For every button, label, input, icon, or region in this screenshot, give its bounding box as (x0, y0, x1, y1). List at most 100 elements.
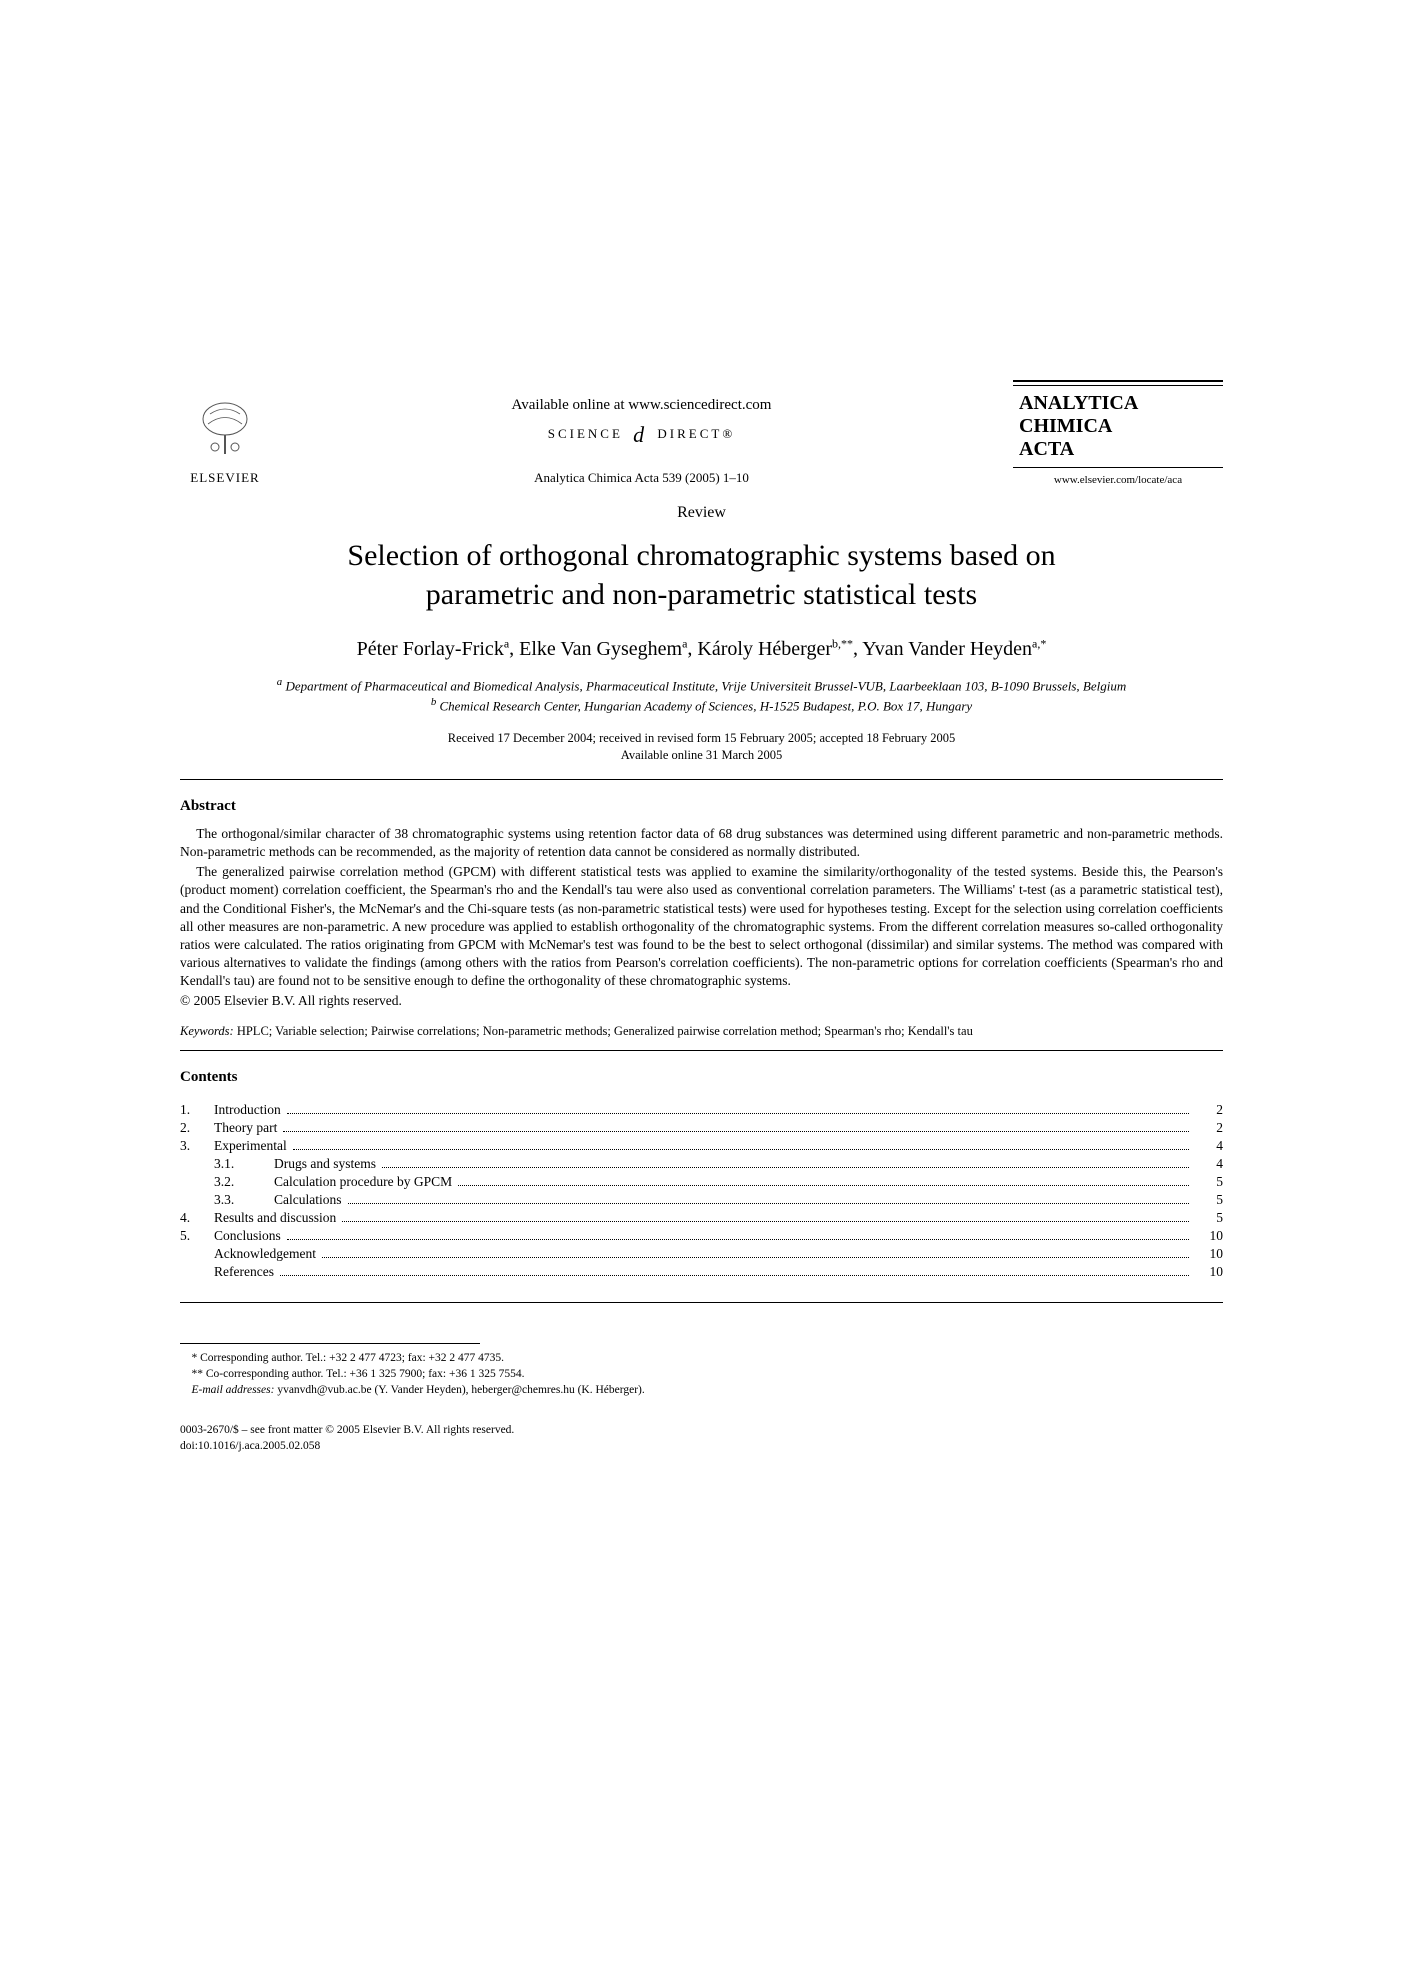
journal-url: www.elsevier.com/locate/aca (1013, 474, 1223, 486)
toc-row: 5.Conclusions10 (180, 1228, 1223, 1244)
toc-page: 2 (1195, 1102, 1223, 1118)
toc-dots (287, 1113, 1189, 1114)
toc-dots (293, 1149, 1189, 1150)
affiliation-a: a Department of Pharmaceutical and Biome… (180, 675, 1223, 696)
author-0: Péter Forlay-Fricka (357, 638, 510, 660)
journal-rule-thin2 (1013, 467, 1223, 468)
toc-label: Theory part (214, 1120, 277, 1136)
title-line2: parametric and non-parametric statistica… (426, 578, 977, 611)
toc-dots (322, 1257, 1189, 1258)
toc-label: Acknowledgement (214, 1246, 316, 1262)
doi-line: doi:10.1016/j.aca.2005.02.058 (180, 1438, 1223, 1454)
title-line1: Selection of orthogonal chromatographic … (347, 539, 1055, 572)
publisher-name: ELSEVIER (180, 470, 270, 486)
toc-label: Calculation procedure by GPCM (274, 1174, 452, 1190)
toc-label: Results and discussion (214, 1210, 336, 1226)
journal-rule-thick (1013, 380, 1223, 382)
author-2: Károly Hébergerb,** (697, 638, 853, 660)
toc-row: 3.Experimental 4 (180, 1138, 1223, 1154)
toc-dots (382, 1167, 1189, 1168)
toc-num: 3.3. (180, 1192, 274, 1208)
toc-row: 3.3.Calculations 5 (180, 1192, 1223, 1208)
available-online-text: Available online at www.sciencedirect.co… (270, 397, 1013, 414)
toc-page: 10 (1195, 1228, 1223, 1244)
journal-box: ANALYTICA CHIMICA ACTA www.elsevier.com/… (1013, 380, 1223, 486)
journal-rule-thin (1013, 385, 1223, 386)
article-title: Selection of orthogonal chromatographic … (180, 536, 1223, 614)
toc-label: Introduction (214, 1102, 281, 1118)
contents-heading: Contents (180, 1069, 1223, 1086)
toc-dots (458, 1185, 1189, 1186)
toc-page: 5 (1195, 1210, 1223, 1226)
toc-row: 2.Theory part 2 (180, 1120, 1223, 1136)
affiliations: a Department of Pharmaceutical and Biome… (180, 675, 1223, 716)
toc-page: 4 (1195, 1156, 1223, 1172)
abstract-body: The orthogonal/similar character of 38 c… (180, 825, 1223, 1009)
toc-row: 3.2.Calculation procedure by GPCM 5 (180, 1174, 1223, 1190)
front-matter-line: 0003-2670/$ – see front matter © 2005 El… (180, 1422, 1223, 1438)
dates-line2: Available online 31 March 2005 (180, 747, 1223, 765)
toc-num: 2. (180, 1120, 214, 1136)
toc-dots (283, 1131, 1189, 1132)
toc-dots (342, 1221, 1189, 1222)
toc-dots (287, 1239, 1189, 1240)
journal-name: ANALYTICA CHIMICA ACTA (1013, 392, 1223, 461)
toc-row: 3.1.Drugs and systems 4 (180, 1156, 1223, 1172)
footnote-rule (180, 1343, 480, 1344)
rule-after-keywords (180, 1050, 1223, 1051)
author-3: Yvan Vander Heydena,* (862, 638, 1046, 660)
abstract-copyright: © 2005 Elsevier B.V. All rights reserved… (180, 993, 1223, 1009)
toc-row: 4.Results and discussion 5 (180, 1210, 1223, 1226)
toc-page: 10 (1195, 1264, 1223, 1280)
toc-num: 3.1. (180, 1156, 274, 1172)
abstract-p2: The generalized pairwise correlation met… (180, 863, 1223, 991)
toc-row: 1.Introduction 2 (180, 1102, 1223, 1118)
footnote-emails: E-mail addresses: yvanvdh@vub.ac.be (Y. … (180, 1382, 1220, 1398)
toc-page: 2 (1195, 1120, 1223, 1136)
paper-header: ELSEVIER Available online at www.science… (180, 380, 1223, 486)
keywords: Keywords: HPLC; Variable selection; Pair… (180, 1023, 1223, 1040)
journal-name-line1: ANALYTICA (1019, 392, 1223, 415)
publisher-logo: ELSEVIER (180, 399, 270, 486)
toc-num: 4. (180, 1210, 214, 1226)
toc-label: Calculations (274, 1192, 342, 1208)
toc-row: References 10 (180, 1264, 1223, 1280)
dates-line1: Received 17 December 2004; received in r… (180, 730, 1223, 748)
rule-after-contents (180, 1302, 1223, 1303)
toc-page: 4 (1195, 1138, 1223, 1154)
affiliation-b: b Chemical Research Center, Hungarian Ac… (180, 695, 1223, 716)
sciencedirect-logo: SCIENCE d DIRECT® (270, 422, 1013, 448)
toc-row: Acknowledgement 10 (180, 1246, 1223, 1262)
authors-line: Péter Forlay-Fricka, Elke Van Gyseghema,… (180, 636, 1223, 661)
article-type: Review (180, 504, 1223, 522)
journal-name-line3: ACTA (1019, 438, 1223, 461)
toc-dots (280, 1275, 1189, 1276)
bottom-matter: 0003-2670/$ – see front matter © 2005 El… (180, 1422, 1223, 1454)
toc-label: Drugs and systems (274, 1156, 376, 1172)
email-label: E-mail addresses: (192, 1384, 275, 1396)
footnotes: * Corresponding author. Tel.: +32 2 477 … (180, 1350, 1220, 1398)
toc-page: 5 (1195, 1192, 1223, 1208)
citation-text: Analytica Chimica Acta 539 (2005) 1–10 (270, 470, 1013, 486)
toc-label: Conclusions (214, 1228, 281, 1244)
toc-page: 10 (1195, 1246, 1223, 1262)
abstract-heading: Abstract (180, 798, 1223, 815)
toc-page: 5 (1195, 1174, 1223, 1190)
keywords-text: HPLC; Variable selection; Pairwise corre… (237, 1024, 973, 1038)
toc-label: Experimental (214, 1138, 287, 1154)
footnote-corr2: ** Co-corresponding author. Tel.: +36 1 … (180, 1366, 1220, 1382)
table-of-contents: 1.Introduction 2 2.Theory part 2 3.Experimen… (180, 1102, 1223, 1280)
email-text: yvanvdh@vub.ac.be (Y. Vander Heyden), he… (274, 1384, 644, 1396)
toc-label: References (214, 1264, 274, 1280)
toc-num: 3. (180, 1138, 214, 1154)
sd-left: SCIENCE (548, 426, 623, 441)
journal-name-line2: CHIMICA (1019, 415, 1223, 438)
sd-right: DIRECT® (657, 426, 735, 441)
toc-dots (348, 1203, 1190, 1204)
sciencedirect-icon: d (633, 422, 647, 448)
toc-num: 1. (180, 1102, 214, 1118)
footnote-corr1: * Corresponding author. Tel.: +32 2 477 … (180, 1350, 1220, 1366)
rule-after-dates (180, 779, 1223, 780)
toc-num: 3.2. (180, 1174, 274, 1190)
header-center: Available online at www.sciencedirect.co… (270, 397, 1013, 486)
